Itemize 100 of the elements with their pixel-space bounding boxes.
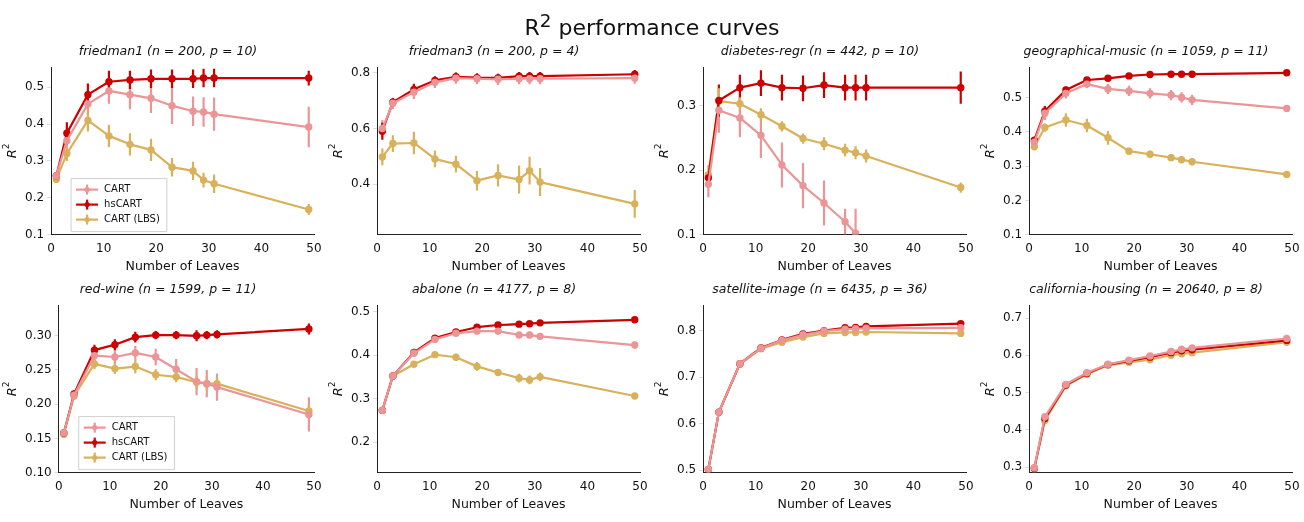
x-tick-label: 50 [1284, 240, 1300, 255]
y-axis-title: R2 [327, 381, 346, 397]
y-tick-label: 0.15 [25, 430, 52, 445]
y-tick-label: 0.4 [1002, 124, 1023, 139]
x-axis-title: Number of Leaves [451, 257, 566, 273]
x-tick-label: 20 [800, 240, 816, 255]
x-tick-label: 0 [373, 478, 381, 493]
x-tick-label: 20 [1126, 478, 1142, 493]
x-tick-label: 40 [255, 478, 271, 493]
x-tick-label: 0 [699, 478, 707, 493]
x-tick-label: 50 [1284, 478, 1300, 493]
x-tick-label: 40 [579, 478, 596, 493]
y-tick-label: 0.5 [24, 79, 45, 94]
x-tick-label: 10 [748, 478, 764, 493]
chart-title: satellite-image (n = 6435, p = 36) [712, 280, 928, 296]
y-tick-label: 0.3 [24, 153, 45, 168]
x-axis-title: Number of Leaves [777, 495, 892, 511]
x-axis-title: Number of Leaves [1103, 257, 1218, 273]
y-axis-title: R2 [1, 381, 20, 397]
x-tick-label: 50 [958, 240, 974, 255]
legend-label: hsCART [111, 436, 151, 448]
x-tick-label: 30 [204, 478, 220, 493]
y-axis-title: R2 [979, 143, 998, 159]
chart-title: california-housing (n = 20640, p = 8) [1029, 280, 1263, 296]
chart-title: diabetes-regr (n = 442, p = 10) [720, 42, 920, 58]
y-tick-label: 0.4 [350, 176, 371, 191]
x-tick-label: 30 [853, 478, 869, 493]
x-axis-title: Number of Leaves [129, 495, 244, 511]
x-axis-title: Number of Leaves [777, 257, 892, 273]
y-tick-label: 0.8 [676, 322, 697, 337]
y-tick-label: 0.7 [676, 369, 697, 384]
x-tick-label: 10 [748, 240, 764, 255]
y-tick-label: 0.3 [1002, 158, 1023, 173]
y-tick-label: 0.2 [676, 162, 697, 177]
x-tick-label: 20 [474, 240, 490, 255]
x-tick-label: 20 [148, 240, 164, 255]
y-tick-label: 0.2 [1002, 192, 1023, 207]
y-tick-label: 0.1 [676, 226, 697, 241]
y-tick-label: 0.10 [25, 464, 52, 479]
x-tick-label: 10 [1074, 240, 1090, 255]
y-tick-label: 0.4 [350, 347, 371, 362]
legend-label: hsCART [104, 198, 143, 210]
x-tick-label: 20 [474, 478, 490, 493]
y-tick-label: 0.6 [1002, 347, 1023, 362]
x-tick-label: 10 [422, 478, 438, 493]
x-tick-label: 20 [800, 478, 816, 493]
legend-label: CART [111, 421, 139, 433]
chart-title: friedman1 (n = 200, p = 10) [78, 42, 258, 58]
y-tick-label: 0.5 [1002, 384, 1023, 399]
y-tick-label: 0.8 [350, 64, 371, 79]
x-tick-label: 0 [47, 240, 55, 255]
y-tick-label: 0.3 [1002, 459, 1023, 474]
y-axis-title: R2 [653, 381, 672, 397]
y-axis-title: R2 [979, 381, 998, 397]
y-tick-label: 0.5 [676, 462, 697, 477]
x-tick-label: 50 [306, 478, 322, 493]
chart-title: red-wine (n = 1599, p = 11) [79, 280, 257, 296]
x-tick-label: 30 [527, 240, 543, 255]
y-tick-label: 0.6 [350, 120, 371, 135]
x-tick-label: 0 [1025, 478, 1033, 493]
x-tick-label: 40 [905, 478, 922, 493]
y-tick-label: 0.5 [350, 303, 371, 318]
legend-label: CART (LBS) [111, 451, 168, 463]
x-tick-label: 30 [853, 240, 869, 255]
legend-label: CART (LBS) [104, 213, 160, 225]
y-axis-title: R2 [1, 143, 20, 159]
y-tick-label: 0.25 [25, 362, 52, 377]
y-tick-label: 0.30 [25, 327, 52, 342]
chart-title: geographical-music (n = 1059, p = 11) [1023, 42, 1269, 58]
x-tick-label: 50 [632, 478, 648, 493]
y-tick-label: 0.20 [25, 396, 52, 411]
x-tick-label: 40 [1231, 478, 1248, 493]
x-tick-label: 30 [1179, 240, 1195, 255]
x-tick-label: 10 [422, 240, 438, 255]
text: R$^{2}$ performance curves [523, 9, 781, 41]
x-axis-title: Number of Leaves [451, 495, 566, 511]
x-axis-title: Number of Leaves [1103, 495, 1218, 511]
x-tick-label: 0 [373, 240, 381, 255]
y-tick-label: 0.1 [1002, 226, 1023, 241]
x-tick-label: 50 [632, 240, 648, 255]
y-axis-title: R2 [327, 143, 346, 159]
x-tick-label: 0 [699, 240, 707, 255]
x-tick-label: 20 [1126, 240, 1142, 255]
x-tick-label: 10 [102, 478, 118, 493]
y-tick-label: 0.3 [676, 97, 697, 112]
y-axis-title: R2 [653, 143, 672, 159]
x-tick-label: 30 [201, 240, 217, 255]
chart-title: abalone (n = 4177, p = 8) [411, 280, 577, 296]
x-axis-title: Number of Leaves [125, 257, 240, 273]
x-tick-label: 50 [306, 240, 322, 255]
x-tick-label: 10 [1074, 478, 1090, 493]
y-tick-label: 0.5 [1002, 89, 1023, 104]
y-tick-label: 0.2 [24, 189, 45, 204]
x-tick-label: 40 [905, 240, 922, 255]
y-tick-label: 0.3 [350, 390, 371, 405]
y-tick-label: 0.7 [1002, 310, 1023, 325]
x-tick-label: 50 [958, 478, 974, 493]
x-tick-label: 30 [1179, 478, 1195, 493]
y-tick-label: 0.6 [676, 415, 697, 430]
x-tick-label: 20 [153, 478, 169, 493]
